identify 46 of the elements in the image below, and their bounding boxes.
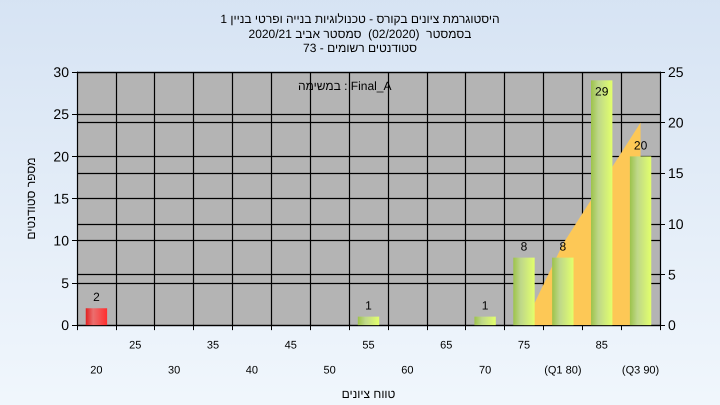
chart-subtitle: בסמסטר (02/2020) סמסטר אביב 2020/21 סטודנטים רשומים - 73	[248, 27, 472, 55]
x-tick-label: 70	[478, 364, 492, 377]
x-tick-label: (Q1 80)	[544, 364, 582, 377]
y2-tick-label: 0	[668, 317, 676, 334]
x-tick-label: 55	[362, 340, 375, 352]
x-tick-label: 30	[168, 364, 180, 377]
x-tick-label: 20	[90, 364, 103, 377]
bar	[358, 316, 380, 326]
x-tick-label: (Q3 90)	[622, 364, 660, 377]
y-tick-label: 0	[61, 317, 70, 334]
x-axis-title: טווח ציונים	[342, 387, 396, 401]
bar	[513, 258, 535, 326]
y-tick-label: 10	[53, 232, 70, 249]
x-tick-label: 65	[440, 340, 452, 352]
x-tick-label: 60	[401, 364, 414, 377]
data-label: 20	[634, 138, 648, 152]
x-tick-label: 45	[284, 340, 297, 352]
y2-tick-label: 5	[668, 266, 676, 282]
x-tick-label: 75	[518, 340, 530, 352]
data-label: 1	[365, 298, 372, 313]
y-tick-label: 30	[53, 64, 70, 80]
y-tick-label: 20	[53, 148, 70, 164]
x-tick-label: 35	[206, 340, 220, 352]
chart-title: היסטוגרמת ציונים בקורס - טכנולוגיות בנייה ופרטי בניין 1	[220, 12, 500, 26]
x-tick-label: 50	[324, 364, 336, 377]
x-tick-label: 40	[246, 364, 258, 377]
data-label: 29	[595, 84, 609, 98]
bar	[630, 156, 652, 326]
x-tick-label: 85	[596, 340, 608, 352]
y-tick-label: 15	[53, 190, 70, 207]
data-label: 8	[559, 240, 566, 254]
bar	[86, 308, 108, 326]
y-axis-title: מספר סטודנטים	[24, 158, 38, 240]
data-label: 8	[520, 240, 528, 254]
bar	[591, 80, 612, 326]
bar	[474, 316, 496, 326]
y-tick-label: 25	[53, 106, 70, 122]
data-label: 2	[93, 290, 100, 304]
y2-tick-label: 20	[668, 114, 684, 131]
y2-tick-label: 10	[668, 216, 684, 232]
data-label: 1	[482, 298, 489, 313]
bar	[552, 258, 574, 326]
y2-tick-label: 25	[668, 64, 684, 80]
x-tick-label: 25	[129, 340, 142, 352]
y2-tick-label: 15	[668, 165, 684, 182]
y-tick-label: 5	[61, 274, 70, 291]
